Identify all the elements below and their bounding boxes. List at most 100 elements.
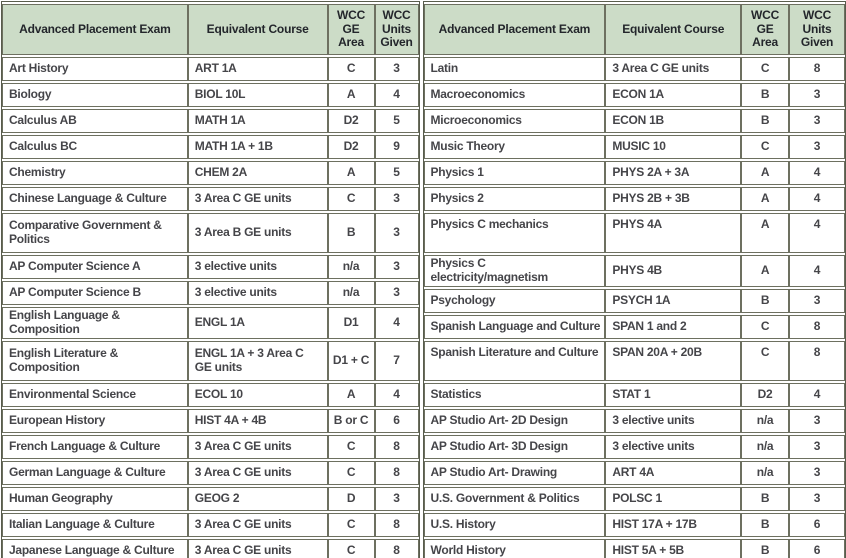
exam-cell: Italian Language & Culture — [2, 512, 188, 537]
table-row: Statistics STAT 1 D2 4 — [423, 382, 845, 407]
course-cell: STAT 1 — [605, 382, 742, 407]
ge-area-cell: B or C — [327, 408, 375, 433]
table-row: Physics C mechanics PHYS 4A A 4 — [423, 213, 845, 253]
exam-cell: Chemistry — [2, 161, 188, 185]
course-cell: 3 Area B GE units — [187, 213, 328, 253]
units-cell: 8 — [789, 57, 845, 81]
course-cell: MATH 1A — [187, 109, 328, 133]
table-row: Comparative Government & Politics 3 Area… — [2, 213, 419, 253]
units-cell: 3 — [789, 83, 845, 107]
table-row: U.S. History HIST 17A + 17B B 6 — [423, 512, 845, 537]
units-cell: 4 — [374, 307, 419, 339]
header-row: Advanced Placement Exam Equivalent Cours… — [2, 4, 419, 55]
ge-area-cell: n/a — [741, 408, 790, 433]
ge-area-cell: C — [327, 512, 375, 537]
table-row: Physics 1 PHYS 2A + 3A A 4 — [423, 161, 845, 185]
course-cell: SPAN 20A + 20B — [605, 340, 742, 381]
units-cell: 5 — [374, 109, 419, 133]
table-row: Psychology PSYCH 1A B 3 — [423, 288, 845, 313]
exam-cell: Statistics — [423, 382, 606, 407]
units-cell: 8 — [789, 314, 845, 339]
units-cell: 4 — [789, 187, 845, 211]
exam-cell: Calculus AB — [2, 109, 188, 133]
column-header-exam: Advanced Placement Exam — [423, 4, 606, 55]
units-cell: 3 — [789, 486, 845, 511]
table-row: Biology BIOL 10L A 4 — [2, 83, 419, 107]
course-cell: 3 elective units — [605, 434, 742, 459]
exam-cell: AP Computer Science B — [2, 281, 188, 305]
units-cell: 4 — [374, 382, 419, 407]
course-cell: 3 elective units — [187, 281, 328, 305]
units-cell: 8 — [374, 460, 419, 485]
exam-cell: English Language & Composition — [2, 307, 188, 339]
table-row: AP Computer Science B 3 elective units n… — [2, 281, 419, 305]
ge-area-cell: C — [327, 538, 375, 558]
table-row: Calculus BC MATH 1A + 1B D2 9 — [2, 135, 419, 159]
exam-cell: AP Studio Art- 3D Design — [423, 434, 606, 459]
exam-cell: Calculus BC — [2, 135, 188, 159]
table-row: French Language & Culture 3 Area C GE un… — [2, 434, 419, 459]
course-cell: 3 Area C GE units — [187, 187, 328, 211]
table-row: Spanish Literature and Culture SPAN 20A … — [423, 340, 845, 381]
table-row: Human Geography GEOG 2 D 3 — [2, 486, 419, 511]
column-header-ge-area: WCC GE Area — [327, 4, 375, 55]
units-cell: 8 — [789, 340, 845, 381]
exam-cell: U.S. History — [423, 512, 606, 537]
course-cell: HIST 17A + 17B — [605, 512, 742, 537]
ge-area-cell: D2 — [327, 135, 375, 159]
course-cell: PHYS 2A + 3A — [605, 161, 742, 185]
units-cell: 4 — [789, 255, 845, 287]
exam-cell: Japanese Language & Culture — [2, 538, 188, 558]
course-cell: 3 Area C GE units — [605, 57, 742, 81]
units-cell: 3 — [789, 434, 845, 459]
units-cell: 8 — [374, 512, 419, 537]
table-row: Environmental Science ECOL 10 A 4 — [2, 382, 419, 407]
course-cell: 3 Area C GE units — [187, 460, 328, 485]
ge-area-cell: C — [741, 340, 790, 381]
column-header-exam: Advanced Placement Exam — [2, 4, 188, 55]
course-cell: SPAN 1 and 2 — [605, 314, 742, 339]
column-header-course: Equivalent Course — [187, 4, 328, 55]
exam-cell: Physics 1 — [423, 161, 606, 185]
exam-cell: Music Theory — [423, 135, 606, 159]
exam-cell: Environmental Science — [2, 382, 188, 407]
units-cell: 6 — [374, 408, 419, 433]
right-table-body: Latin 3 Area C GE units C 8 Macroeconomi… — [423, 57, 845, 558]
exam-cell: U.S. Government & Politics — [423, 486, 606, 511]
units-cell: 3 — [789, 408, 845, 433]
exam-cell: World History — [423, 538, 606, 558]
units-cell: 3 — [374, 187, 419, 211]
course-cell: PHYS 4A — [605, 213, 742, 253]
table-row: Physics C electricity/magnetism PHYS 4B … — [423, 255, 845, 287]
exam-cell: AP Studio Art- Drawing — [423, 460, 606, 485]
exam-cell: Physics C mechanics — [423, 213, 606, 253]
table-row: Italian Language & Culture 3 Area C GE u… — [2, 512, 419, 537]
units-cell: 4 — [374, 83, 419, 107]
course-cell: MUSIC 10 — [605, 135, 742, 159]
column-header-units: WCC Units Given — [374, 4, 419, 55]
units-cell: 3 — [374, 281, 419, 305]
units-cell: 3 — [374, 213, 419, 253]
units-cell: 8 — [374, 538, 419, 558]
ge-area-cell: A — [741, 161, 790, 185]
units-cell: 4 — [789, 161, 845, 185]
table-row: U.S. Government & Politics POLSC 1 B 3 — [423, 486, 845, 511]
exam-cell: Comparative Government & Politics — [2, 213, 188, 253]
table-row: Microeconomics ECON 1B B 3 — [423, 109, 845, 133]
header-row: Advanced Placement Exam Equivalent Cours… — [423, 4, 845, 55]
table-row: AP Computer Science A 3 elective units n… — [2, 255, 419, 279]
exam-cell: Macroeconomics — [423, 83, 606, 107]
exam-cell: Chinese Language & Culture — [2, 187, 188, 211]
course-cell: 3 elective units — [187, 255, 328, 279]
exam-cell: Latin — [423, 57, 606, 81]
exam-cell: Spanish Language and Culture — [423, 314, 606, 339]
ge-area-cell: D1 — [327, 307, 375, 339]
units-cell: 3 — [374, 486, 419, 511]
table-row: Art History ART 1A C 3 — [2, 57, 419, 81]
column-header-ge-area: WCC GE Area — [741, 4, 790, 55]
course-cell: PHYS 4B — [605, 255, 742, 287]
exam-cell: European History — [2, 408, 188, 433]
course-cell: ECOL 10 — [187, 382, 328, 407]
